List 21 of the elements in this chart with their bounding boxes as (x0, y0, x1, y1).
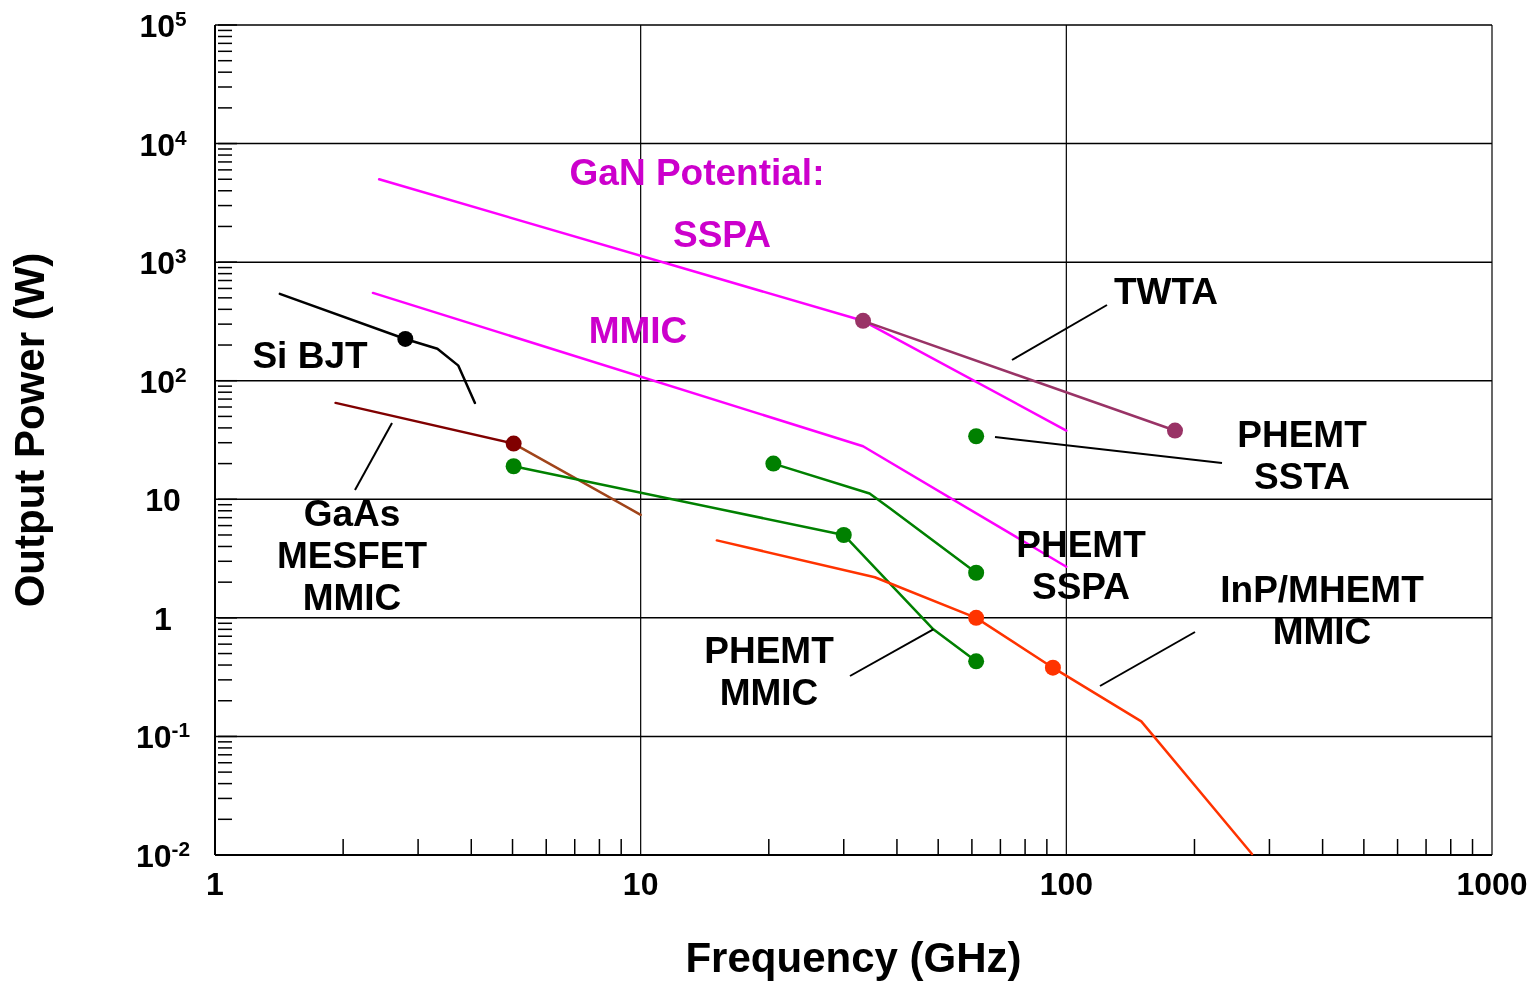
y-tick-label: 10$^{4}$ (139, 125, 188, 163)
y-tick-label: 10$^{3}$ (139, 243, 187, 282)
x-tick-label: 1000 (1456, 866, 1528, 902)
annotation: TWTA (1113, 271, 1219, 312)
y-tick-label: 10$^{-2}$ (135, 836, 191, 874)
annotation: Si BJT (252, 335, 368, 376)
x-tick-label: 100 (1039, 866, 1094, 902)
x-tick-label: 1 (206, 866, 224, 902)
y-tick-label: 10 (145, 482, 181, 519)
y-tick-label: 10$^{2}$ (139, 362, 187, 400)
x-axis-title: Frequency (GHz) (685, 934, 1022, 981)
y-tick-label: 10$^{5}$ (139, 6, 187, 44)
annotation: PHEMT MMIC (704, 630, 835, 713)
annotation: PHEMT SSTA (1237, 414, 1368, 497)
y-tick-label: 10$^{-1}$ (135, 717, 191, 756)
annotation: SSPA (672, 214, 772, 255)
x-tick-label: 10 (622, 866, 659, 902)
y-tick-label: 1 (154, 600, 172, 637)
annotation: GaAs MESFET MMIC (276, 493, 428, 618)
annotation: InP/MHEMT MMIC (1220, 569, 1425, 652)
y-axis-title: Output Power (W) (6, 252, 53, 608)
